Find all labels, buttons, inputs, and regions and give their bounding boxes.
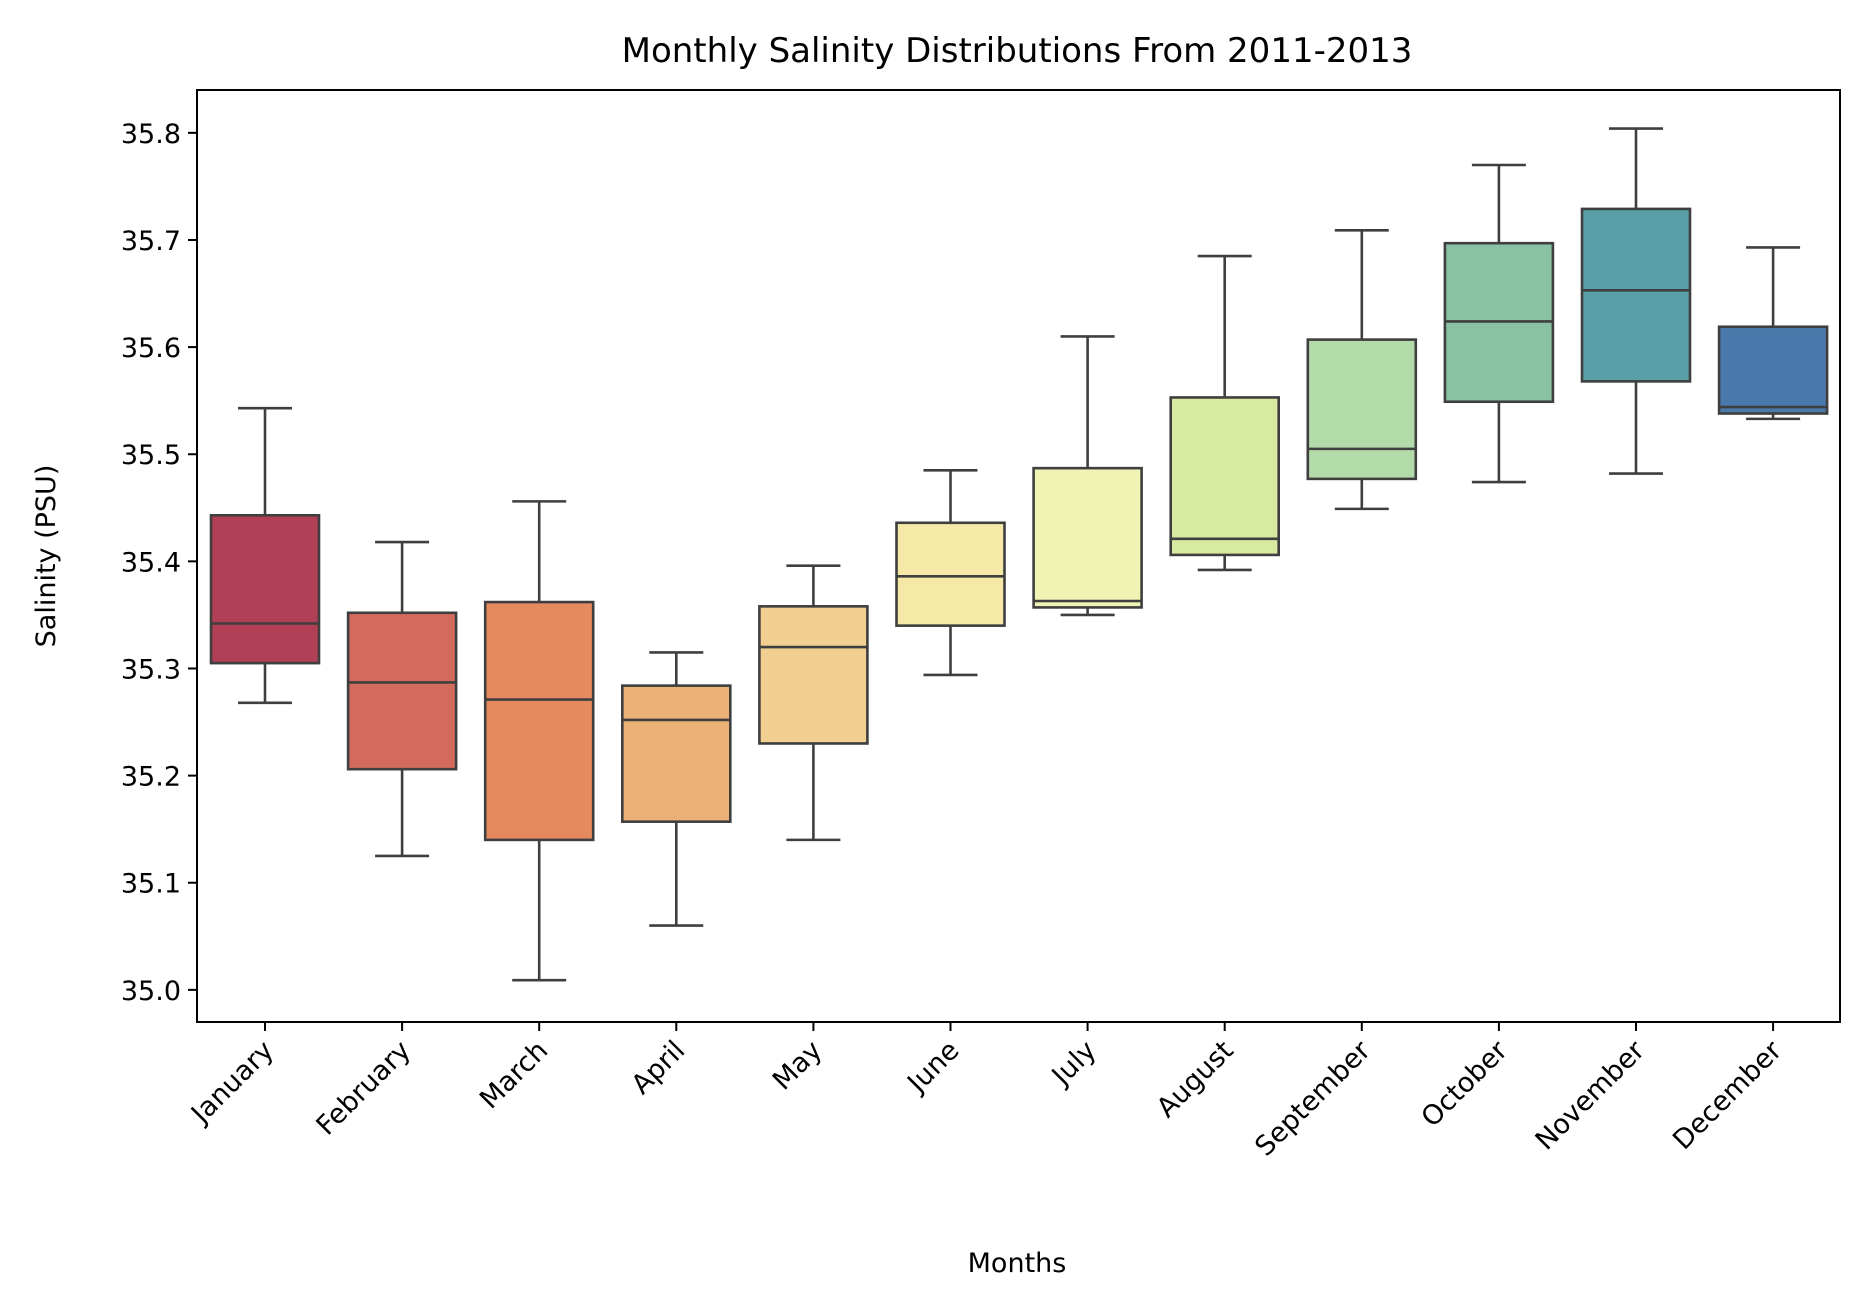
box-group — [209, 127, 1829, 982]
box-april — [620, 651, 732, 927]
box-march — [483, 500, 595, 982]
y-axis-label: Salinity (PSU) — [31, 465, 62, 648]
y-tick-label: 35.0 — [121, 976, 181, 1007]
box-iqr — [346, 611, 458, 771]
y-tick-label: 35.5 — [121, 440, 181, 471]
box-december — [1717, 246, 1829, 421]
y-tick-label: 35.1 — [121, 869, 181, 900]
y-tick-label: 35.7 — [121, 226, 181, 257]
box-iqr — [483, 600, 595, 842]
y-tick-label: 35.3 — [121, 654, 181, 685]
box-iqr — [1032, 466, 1143, 609]
box-september — [1306, 229, 1418, 511]
box-february — [346, 540, 458, 858]
y-tick-label: 35.8 — [121, 119, 181, 150]
y-axis: 35.0 35.1 35.2 35.3 35.4 35.5 35.6 35.7 35.8 — [121, 119, 197, 1007]
y-tick-label: 35.4 — [121, 547, 181, 578]
box-july — [1032, 335, 1143, 617]
box-iqr — [1580, 207, 1692, 383]
box-iqr — [758, 605, 869, 745]
box-november — [1580, 127, 1692, 475]
box-june — [895, 468, 1006, 677]
box-january — [209, 406, 321, 705]
x-axis-label: Months — [968, 1248, 1067, 1279]
box-iqr — [895, 521, 1006, 627]
box-iqr — [209, 513, 321, 665]
y-tick-label: 35.6 — [121, 333, 181, 364]
box-may — [758, 564, 869, 842]
plot-frame — [196, 89, 1841, 1023]
y-tick-label: 35.2 — [121, 762, 181, 793]
box-iqr — [620, 684, 732, 823]
box-october — [1443, 163, 1555, 484]
box-august — [1169, 254, 1280, 572]
box-iqr — [1306, 338, 1418, 481]
box-iqr — [1169, 396, 1280, 557]
box-iqr — [1717, 325, 1829, 415]
chart-title: Monthly Salinity Distributions From 2011… — [622, 31, 1413, 71]
